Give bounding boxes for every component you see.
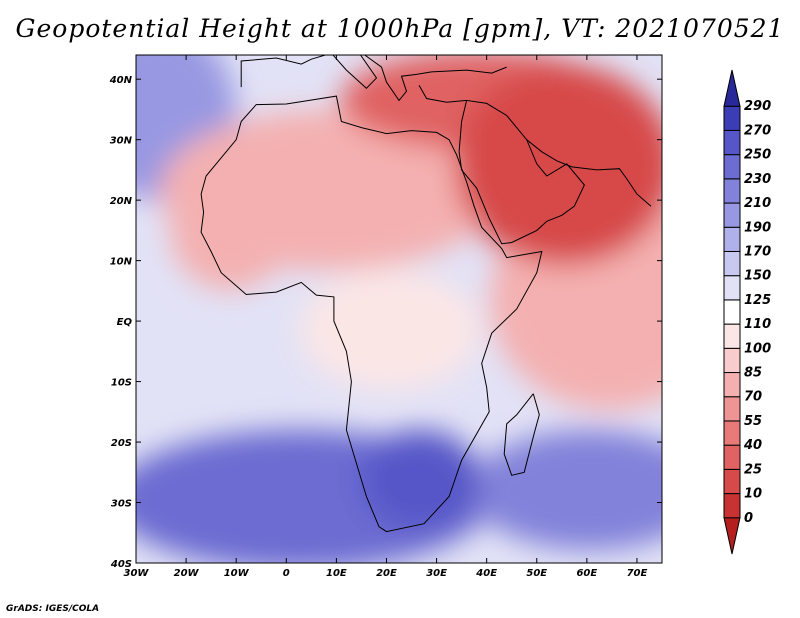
colorbar-label: 290 [744,99,771,114]
x-tick-label: 50E [526,568,547,579]
persia-coast [526,139,652,207]
colorbar-swatch [723,129,741,156]
field-central-africa [300,270,480,390]
plot-frame [135,54,663,564]
colorbar-swatch [723,372,741,398]
x-tick-label: 70E [627,568,648,579]
colorbar-label: 125 [744,293,771,308]
x-tick-label: 10E [326,568,347,579]
colorbar-label: 0 [744,511,753,526]
colorbar-label: 100 [744,341,771,356]
colorbar-swatch [723,493,741,519]
field-sahara-1 [170,170,290,290]
colorbar-label: 170 [744,244,771,259]
colorbar-label: 110 [744,317,771,332]
y-tick-label: EQ [117,317,133,328]
y-tick-label: 30N [110,136,133,147]
field-arabian-peninsula-middle-east-1 [475,165,585,255]
colorbar-label: 25 [744,462,762,477]
colorbar-swatch [723,323,741,349]
y-tick-label: 40N [109,75,133,86]
colorbar-swatch [723,69,741,107]
y-tick-label: 30S [111,499,132,510]
axes: 30W 20W 10W 0 10E 20E 30E 40E 50E 60E 70E 40S 30S 20S… [109,55,662,579]
colorbar-label: 270 [744,123,771,138]
grads-credit: GrADS: IGES/COLA [6,604,100,614]
colorbar-swatch [723,250,741,277]
x-tick-label: 30W [124,568,150,579]
plot-area [136,55,662,563]
colorbar-swatch [723,275,741,301]
x-tick-label: 20E [376,568,397,579]
x-tick-label: 20W [174,568,200,579]
chart-title: Geopotential Height at 1000hPa [gpm], VT… [15,14,785,43]
colorbar-swatch [723,347,741,374]
colorbar: 0 10 25 40 55 70 85 100 110 125 150 170 190 210 230 250… [723,69,771,555]
colorbar-swatch [723,226,741,252]
colorbar-swatch [723,468,741,495]
y-tick-label: 20S [111,438,132,449]
colorbar-swatch [723,105,741,131]
field-layer [136,55,662,563]
x-tick-label: 60E [576,568,597,579]
field-mascarene-high [470,430,662,550]
y-tick-label: 20N [110,196,133,207]
colorbar-swatch [723,154,741,180]
x-tick-label: 0 [283,568,290,579]
y-tick-label: 40S [110,559,132,570]
colorbar-label: 210 [744,196,771,211]
x-tick-label: 10W [224,568,250,579]
colorbar-label: 190 [744,220,771,235]
colorbar-swatch [723,517,741,555]
colorbar-label: 85 [744,366,762,381]
colorbar-label: 250 [744,148,771,163]
colorbar-label: 150 [744,269,771,284]
colorbar-swatch [723,444,741,470]
colorbar-swatch [723,299,741,325]
colorbar-label: 40 [743,438,762,453]
coastlines [200,55,652,533]
africa-coast [200,95,543,533]
arabia-coast [458,99,585,245]
colorbar-swatch [723,202,741,228]
colorbar-label: 230 [744,172,771,187]
y-tick-label: 10S [111,378,132,389]
colorbar-swatch [723,396,741,422]
y-tick-label: 10N [110,257,133,268]
colorbar-label: 70 [744,390,762,405]
field-southern-africa [360,430,480,530]
colorbar-swatch [723,420,741,446]
anatolia-coast [418,84,467,103]
x-tick-label: 30E [426,568,447,579]
europe-coast [240,55,507,102]
colorbar-label: 55 [744,414,762,429]
madagascar-coast [503,393,540,476]
x-tick-label: 40E [475,568,497,579]
colorbar-label: 10 [744,487,762,502]
colorbar-swatch [723,178,741,204]
